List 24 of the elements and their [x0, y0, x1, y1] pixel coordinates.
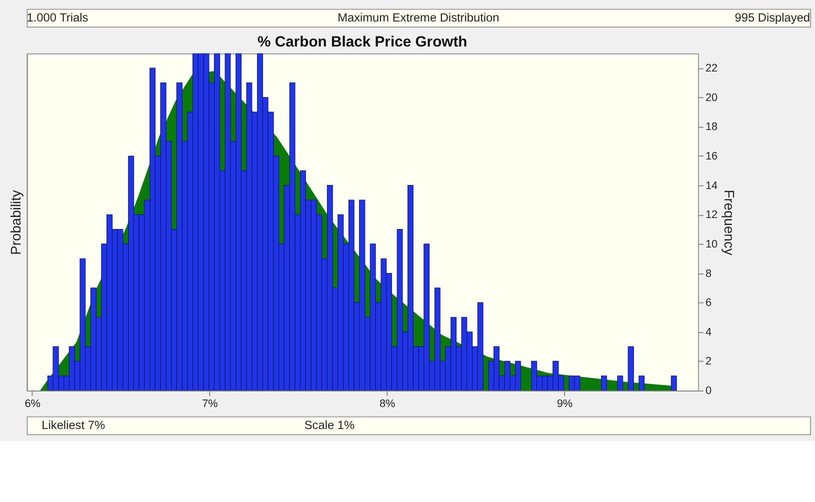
y2-tick-label: 10: [705, 238, 718, 250]
y2-tick-label: 16: [705, 150, 718, 162]
y2-tick-label: 14: [705, 180, 718, 192]
y2-tick-label: 2: [705, 356, 712, 368]
text: 1.000 Trials: [26, 10, 88, 25]
y2-tick-label: 18: [705, 121, 718, 134]
y2-tick-label: 8: [705, 268, 712, 280]
y-axis-title: Probability: [7, 190, 24, 255]
x-tick-label: 6%: [24, 398, 41, 410]
text: 995 Displayed: [734, 10, 810, 25]
y2-tick-label: 20: [705, 92, 718, 104]
y2-tick-label: 22: [705, 62, 718, 75]
chart-title: % Carbon Black Price Growth: [258, 34, 468, 50]
y2-axis-title: Frequency: [722, 190, 738, 256]
y2-tick-label: 12: [705, 209, 718, 222]
x-tick-label: 7%: [202, 398, 218, 410]
x-tick-label: 9%: [556, 398, 573, 410]
y2-tick-label: 0: [705, 385, 712, 398]
y2-tick-label: 6: [705, 297, 712, 310]
text: Scale 1%: [304, 418, 355, 432]
text: Maximum Extreme Distribution: [338, 10, 500, 25]
y2-tick-label: 4: [705, 326, 712, 338]
x-tick-label: 8%: [379, 398, 396, 410]
text: Likeliest 7%: [42, 418, 106, 432]
